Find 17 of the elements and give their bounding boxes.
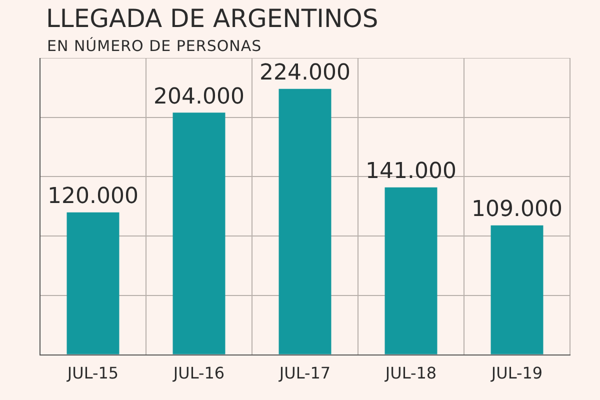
x-tick-label: JUL-19 [490, 364, 543, 383]
bar [384, 187, 438, 354]
data-label: 120.000 [48, 184, 138, 210]
x-tick-label: JUL-15 [66, 364, 119, 383]
bar [172, 112, 226, 354]
data-label: 109.000 [472, 197, 562, 222]
data-label: 141.000 [366, 159, 456, 184]
data-label: 204.000 [154, 84, 244, 110]
x-tick-label: JUL-16 [172, 364, 225, 383]
bar [490, 225, 544, 354]
bar [66, 212, 120, 354]
x-tick-label: JUL-18 [384, 364, 437, 383]
chart-subtitle: EN NÚMERO DE PERSONAS [47, 37, 262, 55]
chart-title: LLEGADA DE ARGENTINOS [46, 4, 378, 33]
x-tick-label: JUL-17 [278, 364, 331, 383]
bar [278, 88, 332, 354]
data-label: 224.000 [260, 60, 350, 86]
